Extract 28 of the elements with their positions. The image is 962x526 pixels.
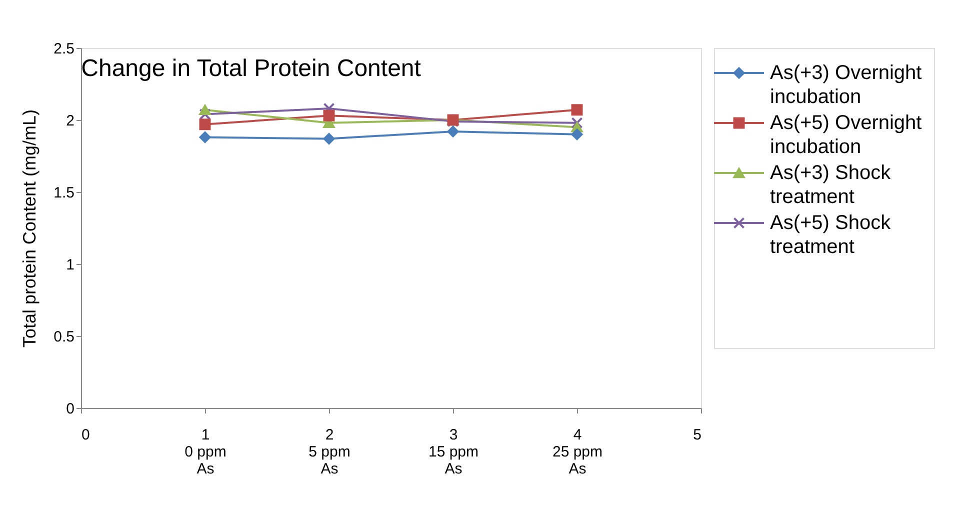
point	[447, 126, 459, 138]
point	[571, 117, 583, 129]
x-tick-label: 4 25 ppm As	[552, 426, 603, 478]
x-tick-label: 0	[82, 426, 90, 444]
x-tick-label: 5	[693, 426, 702, 444]
legend-label: As(+5) Shock treatment	[770, 212, 892, 258]
y-tick-label: 0.5	[54, 328, 74, 346]
legend-label: As(+3) Overnight incubation	[770, 62, 922, 108]
point	[571, 128, 583, 140]
y-tick-label: 2.5	[54, 40, 74, 58]
y-tick-label: 2	[66, 112, 74, 130]
y-tick-label: 1	[66, 256, 74, 274]
point	[199, 118, 211, 130]
point	[323, 110, 335, 122]
point	[571, 104, 583, 116]
point	[323, 132, 335, 144]
point	[199, 108, 211, 120]
chart-title: Change in Total Protein Content	[81, 55, 422, 82]
y-tick-label: 0	[66, 400, 74, 418]
point	[199, 132, 211, 144]
y-axis-title: Total protein Content (mg/mL)	[20, 109, 40, 348]
point	[199, 104, 211, 116]
y-tick-label: 1.5	[54, 184, 74, 202]
legend-label: As(+3) Shock treatment	[770, 162, 892, 208]
legend-label: As(+5) Overnight incubation	[770, 112, 922, 158]
x-tick-label: 3 15 ppm As	[428, 426, 479, 478]
x-tick-label: 2 5 ppm As	[308, 426, 350, 478]
x-tick-label: 1 0 ppm As	[184, 426, 226, 478]
